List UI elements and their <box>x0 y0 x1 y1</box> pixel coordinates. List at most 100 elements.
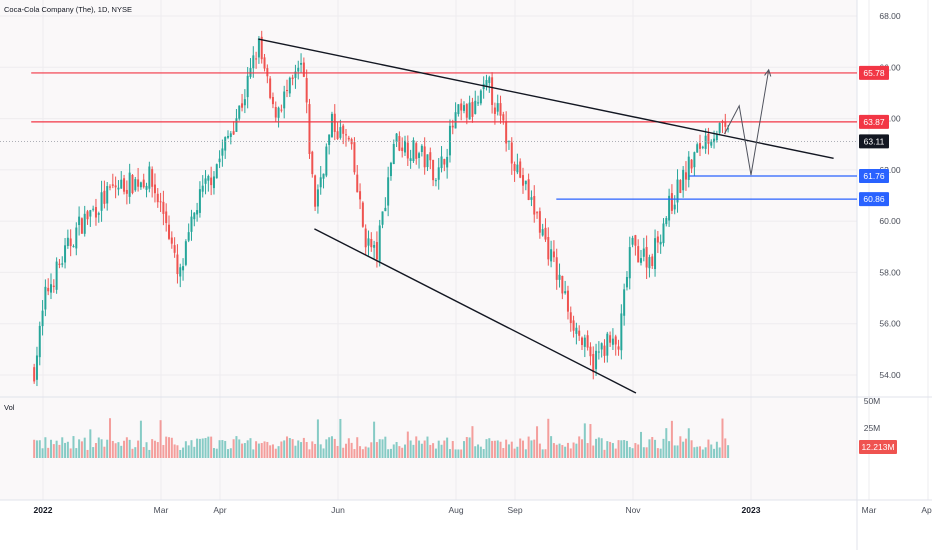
trendlines[interactable] <box>258 38 834 394</box>
volume-bar <box>294 445 297 458</box>
candle-body <box>496 103 499 112</box>
volume-bar <box>106 439 109 458</box>
candle-body <box>114 185 117 188</box>
volume-bar <box>280 441 283 458</box>
volume-bar <box>342 447 345 458</box>
candle-body <box>662 223 665 244</box>
candle-body <box>418 153 421 159</box>
volume-bar <box>597 437 600 458</box>
volume-bar <box>519 438 522 458</box>
candle-body <box>274 107 277 118</box>
volume-bar <box>218 440 221 458</box>
candle-body <box>170 237 173 244</box>
volume-bar <box>687 428 690 458</box>
candle-body <box>701 146 704 148</box>
price-axis[interactable]: 68.00 66.00 64.00 62.00 60.00 58.00 56.00 54.00… <box>859 11 901 454</box>
candle-body <box>510 142 513 164</box>
price-tick-label: 58.00 <box>879 267 901 277</box>
volume-bar <box>454 449 457 458</box>
volume-bar <box>662 438 665 458</box>
candle-body <box>437 167 440 180</box>
volume-bar <box>44 437 47 458</box>
volume-bar <box>440 444 443 458</box>
volume-bar <box>443 440 446 458</box>
time-tick-label: 2022 <box>34 505 53 515</box>
volume-bar <box>665 428 668 458</box>
level-tag <box>859 65 889 80</box>
candle-body <box>631 237 634 245</box>
candle-body <box>370 238 373 248</box>
volume-bar <box>137 440 140 458</box>
volume-bar <box>94 443 97 458</box>
volume-bar <box>305 442 308 458</box>
candle-body <box>367 238 370 246</box>
candle-body <box>342 125 345 134</box>
volume-bar <box>507 444 510 458</box>
candle-body <box>291 77 294 80</box>
volume-bar <box>182 447 185 458</box>
candle-body <box>97 213 100 215</box>
volume-bar <box>637 444 640 458</box>
candle-body <box>94 207 97 218</box>
candle-body <box>55 261 58 290</box>
volume-bar <box>224 440 227 458</box>
volume-bar <box>260 443 263 458</box>
candle-body <box>128 172 131 197</box>
candle-body <box>137 179 140 187</box>
candle-body <box>434 180 437 182</box>
candle-body <box>713 138 716 143</box>
volume-bar <box>50 439 53 458</box>
candle-body <box>578 330 581 336</box>
volume-bar <box>173 444 176 458</box>
volume-bar <box>58 444 61 458</box>
volume-bar <box>142 447 145 458</box>
candle-body <box>606 333 609 356</box>
candle-body <box>625 276 628 288</box>
volume-bar <box>505 439 508 458</box>
projection-path[interactable] <box>724 68 772 176</box>
volume-bar <box>131 448 134 458</box>
candle-body <box>465 104 468 118</box>
candle-body <box>620 313 623 351</box>
volume-bar <box>297 440 300 458</box>
volume-bar <box>555 444 558 458</box>
candle-body <box>665 218 668 225</box>
candle-body <box>333 113 336 132</box>
candle-body <box>670 193 673 211</box>
candle-body <box>530 197 533 200</box>
candle-body <box>364 228 367 248</box>
volume-bar <box>170 437 173 458</box>
candle-body <box>727 128 730 130</box>
volume-bar <box>336 445 339 458</box>
volume-bar <box>41 448 44 458</box>
volume-bar <box>212 448 215 458</box>
candle-body <box>552 251 555 258</box>
candle-body <box>361 202 364 227</box>
candle-body <box>100 192 103 211</box>
price-tick-label: 64.00 <box>879 114 901 124</box>
horizontal-levels[interactable] <box>0 72 857 200</box>
volume-bar <box>384 436 387 458</box>
volume-bar <box>38 440 41 458</box>
volume-bar <box>623 440 626 458</box>
candle-body <box>347 137 350 140</box>
candle-body <box>314 175 317 207</box>
candle-body <box>617 346 620 350</box>
candle-body <box>196 210 199 215</box>
volume-bar <box>64 442 67 458</box>
volume-bar <box>373 421 376 458</box>
candle-body <box>83 213 86 234</box>
volume-bar <box>347 438 350 458</box>
candle-body <box>460 103 463 111</box>
candle-body <box>201 185 204 192</box>
candle-body <box>106 186 109 204</box>
volume-bar <box>35 440 38 458</box>
time-axis[interactable]: 2022MarAprJunAugSepNov2023MarAprJun <box>34 505 932 515</box>
candle-body <box>125 189 128 194</box>
price-tick-label: 56.00 <box>879 319 901 329</box>
volume-bar <box>569 448 572 458</box>
volume-bar <box>465 437 468 458</box>
candle-body <box>527 179 530 200</box>
candle-body <box>300 62 303 65</box>
